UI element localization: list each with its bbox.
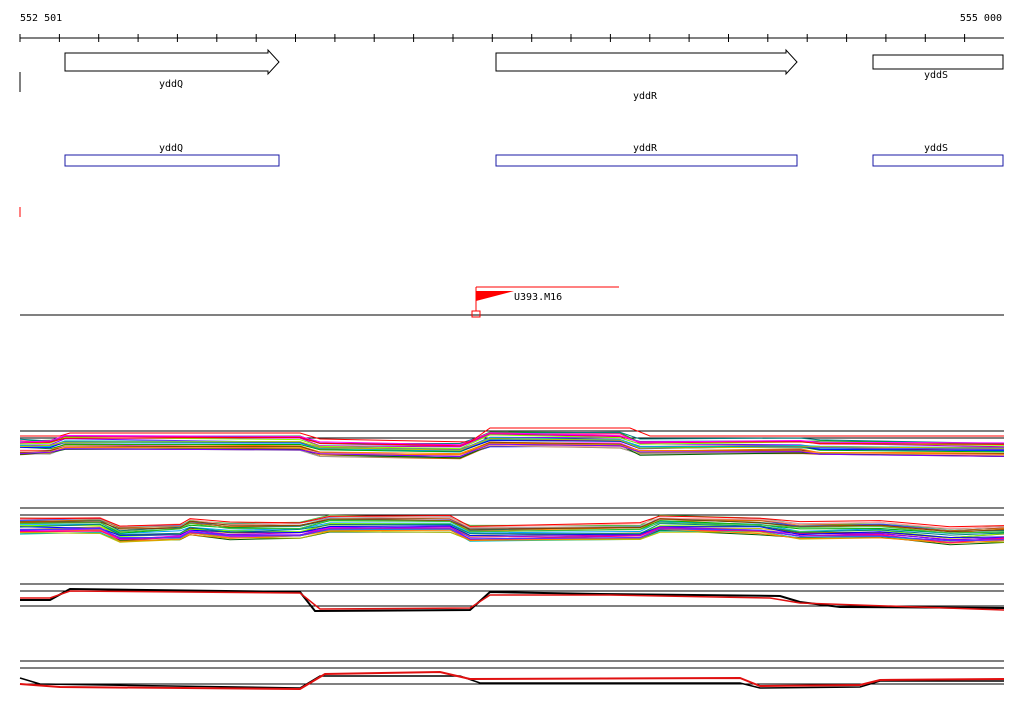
expression-line: [19, 523, 1005, 536]
marker-flag-icon[interactable]: [476, 291, 514, 301]
expression-panel-pair-2: [19, 660, 1005, 691]
expression-line: [19, 519, 1005, 534]
annotation-track: [64, 154, 1004, 167]
marker-anchor-icon[interactable]: [471, 310, 481, 318]
expression-line: [19, 528, 1005, 542]
annotation-box-yddq[interactable]: [64, 154, 280, 167]
expression-line-red: [20, 590, 1005, 611]
gene-label-ydds: yddS: [924, 70, 949, 81]
annotation-box-ydds[interactable]: [872, 154, 1004, 167]
gene-label-yddr: yddR: [633, 91, 658, 102]
expression-panel-pair-1: [20, 583, 1005, 613]
expression-line: [19, 518, 1005, 532]
expression-line: [19, 443, 1005, 458]
gene-arrow-yddq[interactable]: [64, 48, 280, 76]
marker-label: U393.M16: [514, 292, 563, 303]
coordinate-ruler: [19, 34, 1004, 42]
expression-line: [19, 442, 1005, 456]
marker-track: [20, 286, 1004, 318]
expression-line: [19, 518, 1005, 533]
expression-line: [19, 438, 1005, 451]
gene-arrow-ydds[interactable]: [872, 54, 1004, 70]
annotation-label-yddq: yddQ: [159, 143, 184, 154]
expression-line: [19, 525, 1005, 539]
expression-line: [20, 427, 1004, 443]
expression-line: [19, 528, 1005, 544]
gene-arrow-yddr[interactable]: [495, 48, 798, 76]
expression-line-black: [19, 675, 1004, 689]
expression-line: [19, 514, 1005, 528]
annotation-box-yddr[interactable]: [495, 154, 798, 167]
expression-panel-multicolor-2: [19, 507, 1005, 546]
expression-line: [19, 444, 1005, 459]
expression-line-red: [19, 670, 1005, 691]
annotation-label-ydds: yddS: [924, 143, 949, 154]
ruler-start-label: 552 501: [20, 13, 63, 24]
gene-track: [64, 48, 1004, 76]
gene-label-yddq: yddQ: [159, 79, 184, 90]
annotation-label-yddr: yddR: [633, 143, 658, 154]
expression-line: [19, 521, 1005, 535]
ruler-end-label: 555 000: [959, 13, 1002, 24]
expression-panel-multicolor-1: [19, 427, 1005, 460]
